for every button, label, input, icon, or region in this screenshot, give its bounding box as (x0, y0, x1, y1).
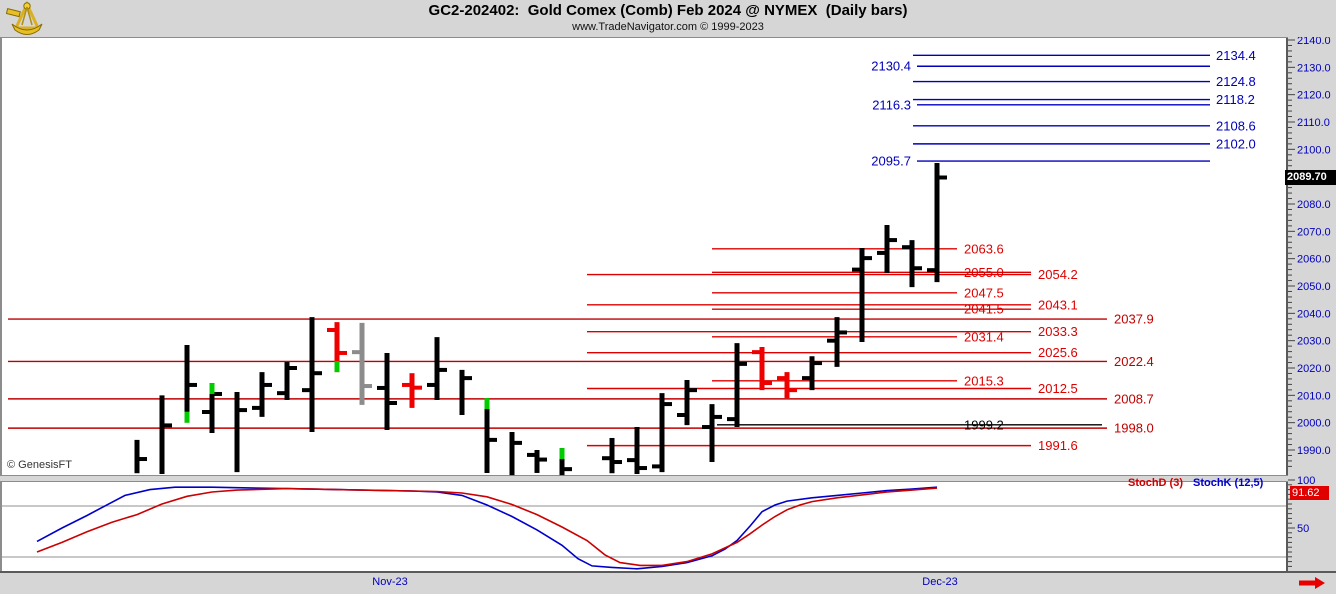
price-chart-panel[interactable]: 2134.4 2124.8 2118.2 2108.6 2102.0 2130.4 2116… (0, 37, 1288, 476)
x-axis-strip[interactable]: Nov-23 Dec-23 (0, 571, 1336, 591)
level-label: 2022.4 (1114, 354, 1154, 369)
sextant-frame (13, 1, 41, 30)
chart-title: GC2-202402: Gold Comex (Comb) Feb 2024 @… (428, 2, 908, 19)
level-label: 2095.7 (871, 154, 911, 169)
green-mark (209, 383, 215, 395)
sextant-telescope (6, 8, 21, 18)
level-label: 2047.5 (964, 285, 1004, 300)
stoch-axis-label: 100 (1297, 475, 1315, 487)
right-arrow-icon (1299, 577, 1325, 589)
sextant-arm (21, 6, 33, 26)
level-label: 2037.9 (1114, 312, 1154, 327)
level-label: 1998.0 (1114, 421, 1154, 436)
y-axis-label: 2050.0 (1297, 281, 1331, 293)
stochd-line (36, 487, 938, 567)
y-axis-label: 2070.0 (1297, 226, 1331, 238)
stoch-axis-label: 50 (1297, 523, 1309, 535)
x-axis-label: Nov-23 (372, 576, 408, 588)
level-label: 2063.6 (964, 241, 1004, 256)
level-label: 2025.6 (1038, 345, 1078, 360)
sextant-logo (6, 1, 43, 35)
level-label: 2043.1 (1038, 297, 1078, 312)
level-label: 2015.3 (964, 373, 1004, 388)
level-label: 2033.3 (1038, 324, 1078, 339)
level-label: 2054.2 (1038, 267, 1078, 282)
chart-subtitle: www.TradeNavigator.com © 1999-2023 (572, 21, 764, 33)
level-label: 2008.7 (1114, 391, 1154, 406)
y-axis-label: 2130.0 (1297, 62, 1331, 74)
price-chart-canvas[interactable]: 2134.4 2124.8 2118.2 2108.6 2102.0 2130.4 2116… (0, 37, 1288, 476)
level-label: 2108.6 (1216, 118, 1256, 133)
y-axis-label: 2010.0 (1297, 390, 1331, 402)
y-axis-label: 2140.0 (1297, 37, 1331, 47)
green-mark (484, 398, 490, 410)
stochastic-legend: StochD (3) StochK (12,5) (1128, 477, 1278, 489)
stochastic-canvas[interactable] (0, 481, 1288, 571)
y-axis-label: 2000.0 (1297, 418, 1331, 430)
level-label: 2118.2 (1216, 92, 1255, 107)
copyright-watermark: © GenesisFT (7, 459, 72, 471)
stochd-label: StochD (3) (1128, 477, 1183, 489)
stochk-line (36, 486, 938, 570)
y-axis-label: 2040.0 (1297, 308, 1331, 320)
last-price-box: 2089.70 (1285, 170, 1336, 185)
green-mark (334, 361, 340, 373)
stochk-label: StochK (12,5) (1193, 477, 1264, 489)
level-label: 2116.3 (872, 97, 911, 112)
level-label: 2130.4 (871, 59, 911, 74)
y-axis-label: 2100.0 (1297, 144, 1331, 156)
x-axis-label: Dec-23 (922, 576, 958, 588)
y-axis-label: 2020.0 (1297, 363, 1331, 375)
scroll-right-arrow[interactable] (1299, 576, 1329, 589)
y-axis-label: 2120.0 (1297, 90, 1331, 102)
y-axis-strip[interactable]: 2140.02130.02120.02110.02100.02090.02080… (1285, 37, 1336, 571)
sextant-arc (11, 23, 43, 35)
y-axis-label: 2080.0 (1297, 199, 1331, 211)
y-axis-label: 2110.0 (1297, 117, 1330, 129)
level-label: 2134.4 (1216, 48, 1256, 63)
green-mark (559, 448, 565, 460)
green-mark (184, 411, 190, 423)
stoch-value-box: 91.62 (1290, 486, 1329, 500)
level-label: 2031.4 (964, 329, 1004, 344)
level-label: 1991.6 (1038, 438, 1078, 453)
y-axis-label: 1990.0 (1297, 445, 1331, 457)
chart-header: GC2-202402: Gold Comex (Comb) Feb 2024 @… (0, 0, 1336, 37)
level-label: 2124.8 (1216, 74, 1256, 89)
y-axis-label: 2030.0 (1297, 336, 1331, 348)
y-axis-label: 2060.0 (1297, 254, 1331, 266)
level-label: 2012.5 (1038, 381, 1078, 396)
level-label: 2102.0 (1216, 136, 1256, 151)
stochastic-panel[interactable] (0, 481, 1288, 571)
